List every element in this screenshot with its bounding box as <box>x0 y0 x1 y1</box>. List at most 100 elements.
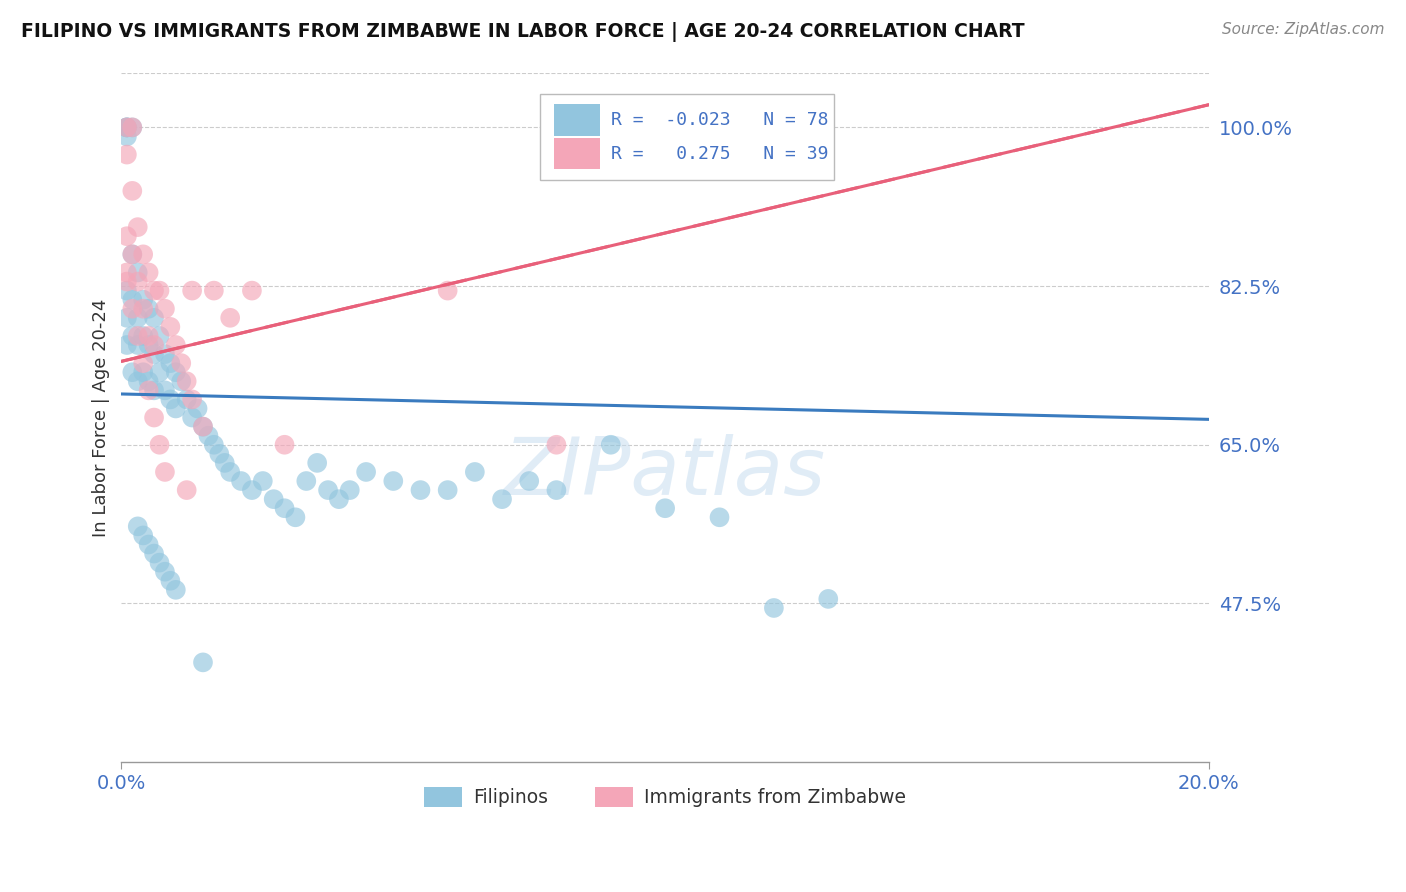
Point <box>191 419 214 434</box>
Point <box>132 293 155 307</box>
Point <box>138 265 160 279</box>
Point <box>132 528 155 542</box>
Point <box>115 310 138 325</box>
Point <box>181 392 204 407</box>
Point <box>115 284 138 298</box>
Point <box>115 120 138 135</box>
Text: R =  -0.023   N = 78: R = -0.023 N = 78 <box>610 111 828 128</box>
Point <box>127 310 149 325</box>
Point <box>159 574 181 588</box>
Point <box>252 474 274 488</box>
Point <box>115 147 138 161</box>
Text: FILIPINO VS IMMIGRANTS FROM ZIMBABWE IN LABOR FORCE | AGE 20-24 CORRELATION CHAR: FILIPINO VS IMMIGRANTS FROM ZIMBABWE IN … <box>21 22 1025 42</box>
Text: R =   0.275   N = 39: R = 0.275 N = 39 <box>610 145 828 162</box>
Point <box>132 329 155 343</box>
Point <box>436 284 458 298</box>
Point <box>127 275 149 289</box>
Point <box>464 465 486 479</box>
Point <box>121 365 143 379</box>
Point <box>127 374 149 388</box>
Point <box>132 365 155 379</box>
Point <box>817 591 839 606</box>
Point <box>165 582 187 597</box>
Point <box>263 492 285 507</box>
Point <box>148 438 170 452</box>
Point <box>191 419 214 434</box>
Point <box>153 347 176 361</box>
Point <box>121 247 143 261</box>
Point <box>121 329 143 343</box>
Point <box>148 365 170 379</box>
Point <box>436 483 458 497</box>
Point <box>170 356 193 370</box>
Point <box>382 474 405 488</box>
Point <box>138 338 160 352</box>
Point <box>181 284 204 298</box>
Point <box>148 284 170 298</box>
Point <box>762 601 785 615</box>
Point <box>159 356 181 370</box>
Point <box>176 374 198 388</box>
Point <box>115 265 138 279</box>
Point <box>284 510 307 524</box>
Point <box>409 483 432 497</box>
Point <box>197 428 219 442</box>
Point <box>143 547 166 561</box>
Point <box>328 492 350 507</box>
Point <box>654 501 676 516</box>
Point <box>165 365 187 379</box>
Point <box>138 374 160 388</box>
Text: Source: ZipAtlas.com: Source: ZipAtlas.com <box>1222 22 1385 37</box>
Point <box>143 347 166 361</box>
Point <box>115 338 138 352</box>
Point <box>202 438 225 452</box>
Y-axis label: In Labor Force | Age 20-24: In Labor Force | Age 20-24 <box>93 298 110 537</box>
Point <box>295 474 318 488</box>
Point <box>153 465 176 479</box>
Point <box>115 120 138 135</box>
Point <box>121 184 143 198</box>
Point <box>115 275 138 289</box>
Point <box>202 284 225 298</box>
Point <box>709 510 731 524</box>
Point <box>127 338 149 352</box>
Point <box>138 301 160 316</box>
Point <box>153 384 176 398</box>
Point <box>599 438 621 452</box>
Point <box>127 220 149 235</box>
Point <box>148 329 170 343</box>
FancyBboxPatch shape <box>540 94 834 180</box>
Point <box>159 319 181 334</box>
Point <box>546 438 568 452</box>
Point <box>153 565 176 579</box>
FancyBboxPatch shape <box>554 137 600 169</box>
Point <box>138 384 160 398</box>
Point <box>132 247 155 261</box>
Point <box>143 338 166 352</box>
Point <box>138 537 160 551</box>
Point <box>240 483 263 497</box>
Text: ZIPatlas: ZIPatlas <box>505 434 827 512</box>
Point <box>546 483 568 497</box>
Point <box>307 456 329 470</box>
Point <box>187 401 209 416</box>
Point <box>121 247 143 261</box>
Point <box>115 129 138 144</box>
Point <box>176 392 198 407</box>
Legend: Filipinos, Immigrants from Zimbabwe: Filipinos, Immigrants from Zimbabwe <box>418 780 914 814</box>
Point <box>121 120 143 135</box>
Point <box>191 656 214 670</box>
Point <box>214 456 236 470</box>
Point <box>127 265 149 279</box>
Point <box>339 483 361 497</box>
Point <box>159 392 181 407</box>
Point <box>176 483 198 497</box>
Point <box>181 410 204 425</box>
Point <box>127 519 149 533</box>
Point <box>143 310 166 325</box>
Point <box>132 356 155 370</box>
Point <box>208 447 231 461</box>
Point <box>240 284 263 298</box>
Point <box>121 301 143 316</box>
Point <box>148 556 170 570</box>
